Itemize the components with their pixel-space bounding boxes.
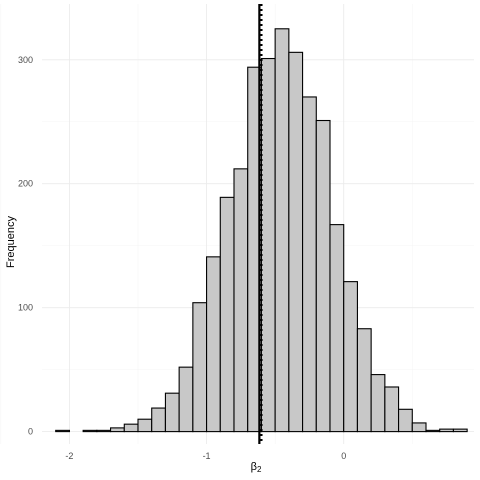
- histogram-bar: [82, 429, 98, 433]
- x-tick-label: 0: [341, 451, 346, 461]
- histogram-bar: [452, 428, 468, 433]
- histogram-bar: [343, 281, 358, 433]
- x-tick-label: -2: [65, 451, 73, 461]
- histogram-bar: [96, 429, 112, 433]
- histogram-bar: [206, 256, 221, 433]
- histogram-bar: [302, 96, 317, 433]
- y-tick-label: 100: [18, 303, 33, 313]
- histogram-bar: [315, 119, 331, 433]
- histogram-bar: [411, 422, 427, 433]
- histogram-bar: [329, 224, 345, 433]
- histogram-bar: [356, 328, 372, 433]
- x-axis-title-subscript: 2: [257, 465, 262, 474]
- x-axis-title-base: β: [251, 461, 257, 473]
- histogram-bar: [123, 423, 139, 433]
- x-tick-label: -1: [203, 451, 211, 461]
- y-axis-title: Frequency: [5, 216, 17, 268]
- histogram-bars: [55, 28, 468, 433]
- histogram-bar: [233, 168, 249, 433]
- histogram-bar: [370, 374, 386, 433]
- histogram-bar: [274, 28, 290, 433]
- histogram-bar: [55, 429, 70, 433]
- histogram-bar: [425, 429, 441, 433]
- y-tick-label: 300: [18, 55, 33, 65]
- histogram-bar: [151, 407, 166, 433]
- histogram-bar: [178, 366, 194, 433]
- histogram-bar: [219, 196, 235, 433]
- x-axis-title: β2: [251, 461, 262, 474]
- histogram-bar: [384, 386, 400, 433]
- y-tick-label: 0: [28, 427, 33, 437]
- histogram-bar: [398, 408, 413, 433]
- histogram-bar: [137, 418, 153, 433]
- reference-lines: [258, 4, 263, 444]
- histogram-bar: [260, 57, 276, 433]
- histogram-bar: [192, 302, 208, 433]
- histogram-bar: [164, 392, 180, 433]
- histogram-bar: [288, 51, 304, 433]
- histogram-bar: [110, 427, 125, 433]
- histogram-bar: [439, 428, 454, 433]
- x-axis-ticks: -2 -1 0: [65, 451, 346, 461]
- y-tick-label: 200: [18, 179, 33, 189]
- y-axis-ticks: 0 100 200 300: [18, 55, 33, 437]
